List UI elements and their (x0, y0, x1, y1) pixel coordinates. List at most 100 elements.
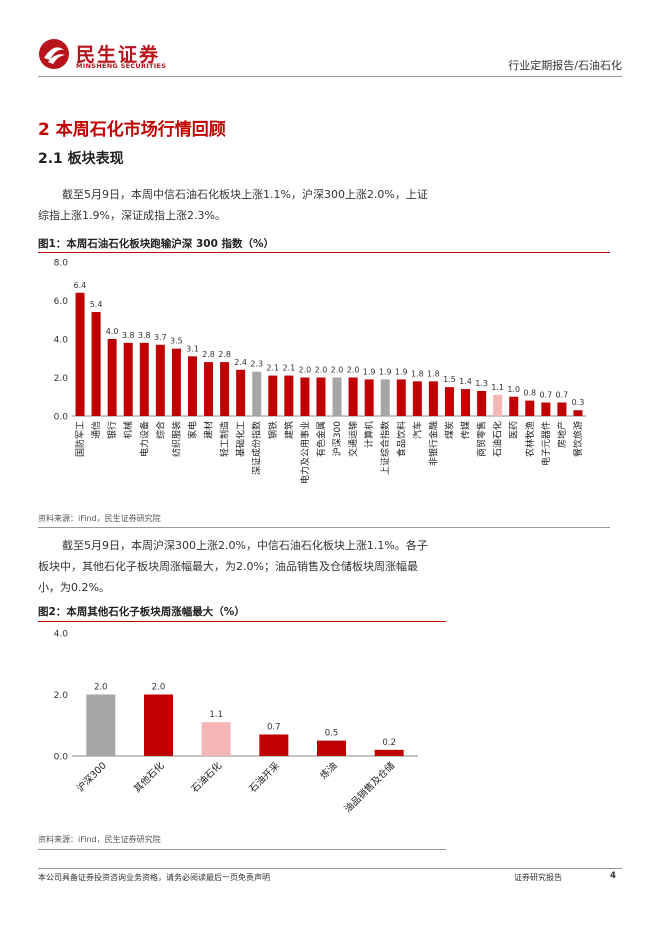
category-label: 炼油 (318, 760, 340, 782)
data-label: 2.0 (152, 683, 166, 693)
bar (509, 396, 519, 416)
data-label: 3.7 (154, 333, 167, 342)
data-label: 1.9 (395, 367, 408, 376)
data-label: 0.7 (267, 722, 281, 732)
data-label: 2.4 (234, 358, 247, 367)
data-label: 2.1 (282, 364, 295, 373)
data-label: 0.2 (382, 738, 396, 748)
data-label: 1.8 (427, 369, 440, 378)
bar (428, 381, 438, 416)
data-label: 2.8 (202, 350, 215, 359)
category-label: 电力及公用事业 (299, 421, 311, 484)
bar (252, 371, 262, 416)
bar (396, 379, 406, 416)
bar (259, 734, 289, 756)
bar (139, 342, 149, 416)
y-tick-label: 4.0 (54, 630, 69, 640)
bar (316, 377, 326, 416)
bar (525, 400, 535, 416)
category-label: 基础化工 (235, 421, 247, 457)
category-label: 石油开采 (247, 759, 283, 795)
y-tick-label: 2.0 (54, 691, 69, 701)
category-label: 建筑 (283, 421, 295, 439)
data-label: 3.8 (122, 331, 135, 340)
figure1-title-rule (38, 252, 610, 253)
data-label: 3.1 (186, 344, 199, 353)
category-label: 汽车 (411, 421, 423, 439)
subsection-title: 2.1 板块表现 (38, 151, 124, 167)
bar (380, 379, 390, 416)
data-label: 5.4 (90, 300, 103, 309)
bar (317, 740, 346, 756)
data-label: 3.5 (170, 337, 183, 346)
data-label: 6.4 (74, 281, 87, 290)
bar (461, 389, 471, 416)
category-label: 轻工制造 (219, 421, 231, 457)
bar (204, 362, 214, 416)
category-label: 综合 (154, 421, 166, 439)
category-label: 计算机 (363, 421, 375, 448)
category-label: 油品销售及仓储 (342, 759, 398, 815)
data-label: 2.0 (331, 366, 344, 375)
category-label: 食品饮料 (395, 421, 407, 457)
figure2-source: 资料来源：iFind，民生证券研究院 (38, 835, 161, 844)
data-label: 1.1 (491, 383, 504, 392)
data-label: 1.0 (507, 385, 520, 394)
paragraph-summary: 截至5月9日，本周中信石油石化板块上涨1.1%，沪深300上涨2.0%，上证综指… (38, 188, 428, 222)
bar (374, 749, 404, 756)
data-label: 2.0 (299, 366, 312, 375)
category-label: 电子元器件 (540, 421, 552, 466)
data-label: 1.3 (475, 379, 488, 388)
data-label: 0.7 (556, 391, 569, 400)
bar (220, 362, 230, 416)
category-label: 建材 (203, 421, 215, 439)
footer-disclaimer: 本公司具备证券投资咨询业务资格，请务必阅读最后一页免责声明 (38, 873, 270, 882)
bar (201, 722, 231, 756)
data-label: 2.3 (250, 360, 263, 369)
category-label: 国防军工 (74, 421, 86, 457)
category-label: 交通运输 (347, 421, 359, 457)
y-tick-label: 0.0 (54, 753, 69, 763)
y-tick-label: 4.0 (54, 336, 69, 346)
minsheng-logo-icon (39, 39, 69, 69)
bar (75, 292, 85, 416)
data-label: 2.8 (218, 350, 231, 359)
figure1-bar-chart: 0.0 2.0 4.0 6.0 8.0 6.4 国防军工 5.4 通信 4.0 银行 3.8 机械 3.8… (54, 259, 586, 484)
category-label: 通信 (90, 421, 102, 439)
bar (444, 387, 454, 416)
bar (91, 312, 101, 416)
category-label: 钢铁 (267, 421, 279, 439)
y-tick-label: 6.0 (54, 297, 69, 307)
category-label: 有色金属 (315, 421, 327, 457)
category-label: 石油石化 (189, 759, 225, 795)
figure1-title: 图1：本周石油石化板块跑输沪深 300 指数（%） (38, 238, 275, 250)
category-label: 煤炭 (443, 421, 455, 439)
category-label: 沪深300 (331, 421, 343, 456)
category-label: 深证成份指数 (251, 421, 263, 475)
data-label: 1.5 (443, 375, 456, 384)
category-label: 房地产 (556, 421, 568, 448)
figure1-source: 资料来源：iFind，民生证券研究院 (38, 514, 161, 523)
paragraph-subsector: 截至5月9日，本周沪深300上涨2.0%，中信石油石化板块上涨1.1%。各子板块… (38, 539, 428, 594)
section-title: 2 本周石化市场行情回顾 (38, 120, 226, 140)
figure2-source-rule (38, 849, 446, 850)
breadcrumb: 行业定期报告/石油石化 (508, 59, 622, 72)
data-label: 2.0 (347, 366, 360, 375)
y-tick-label: 8.0 (54, 259, 69, 269)
bar (284, 375, 294, 416)
bar (268, 375, 278, 416)
bar (541, 402, 551, 416)
bar (300, 377, 310, 416)
bar (107, 339, 117, 416)
data-label: 2.0 (94, 683, 108, 693)
category-label: 其他石化 (131, 759, 167, 795)
data-label: 4.0 (106, 327, 119, 336)
bar (573, 410, 583, 416)
footer-report-type: 证券研究报告 (514, 873, 562, 882)
category-label: 非银行金融 (427, 421, 439, 466)
bar (236, 369, 246, 416)
category-label: 石油石化 (492, 421, 504, 457)
bar (364, 379, 374, 416)
data-label: 2.1 (266, 364, 279, 373)
category-label: 餐饮旅游 (572, 421, 584, 457)
